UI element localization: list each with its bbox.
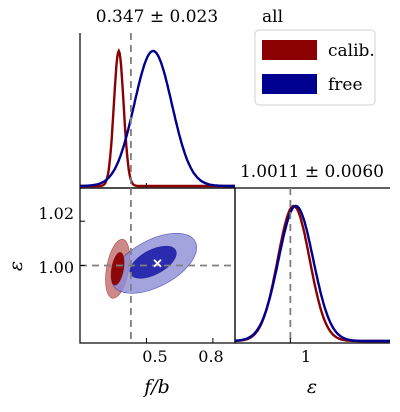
eps-marginal-title: 1.0011 ± 0.0060 [240, 162, 384, 182]
x-tick-label-0-8: 0.8 [198, 347, 223, 366]
legend-label-calib: calib. [328, 41, 375, 61]
y-tick-label-1-00: 1.00 [38, 258, 74, 277]
fb-marginal-panel [80, 33, 235, 188]
eps-x-tick-label-1: 1 [301, 347, 311, 366]
legend-swatch-free [262, 74, 317, 94]
best-fit-marker [153, 259, 162, 268]
x-tick-label-0-5: 0.5 [142, 347, 167, 366]
y-axis-label-eps: ε [5, 261, 27, 271]
joint-panel [80, 188, 235, 343]
eps-marginal-panel [235, 188, 390, 343]
legend: all calib. free [254, 7, 376, 106]
x-axis-label-fb: f/b [142, 376, 170, 398]
eps-marginal-frame [234, 187, 390, 344]
x-axis-label-eps: ε [307, 376, 317, 398]
fb-curve-calib [80, 48, 235, 188]
eps-curve-free [235, 204, 390, 343]
y-tick-label-1-02: 1.02 [38, 204, 74, 223]
fb-curve-free [80, 49, 235, 188]
legend-label-free: free [328, 75, 363, 95]
legend-title: all [262, 7, 283, 27]
eps-curve-calib [235, 204, 390, 343]
legend-swatch-calib [262, 40, 317, 60]
contour-calib-inner [110, 252, 125, 286]
fb-marginal-title: 0.347 ± 0.023 [96, 7, 218, 27]
